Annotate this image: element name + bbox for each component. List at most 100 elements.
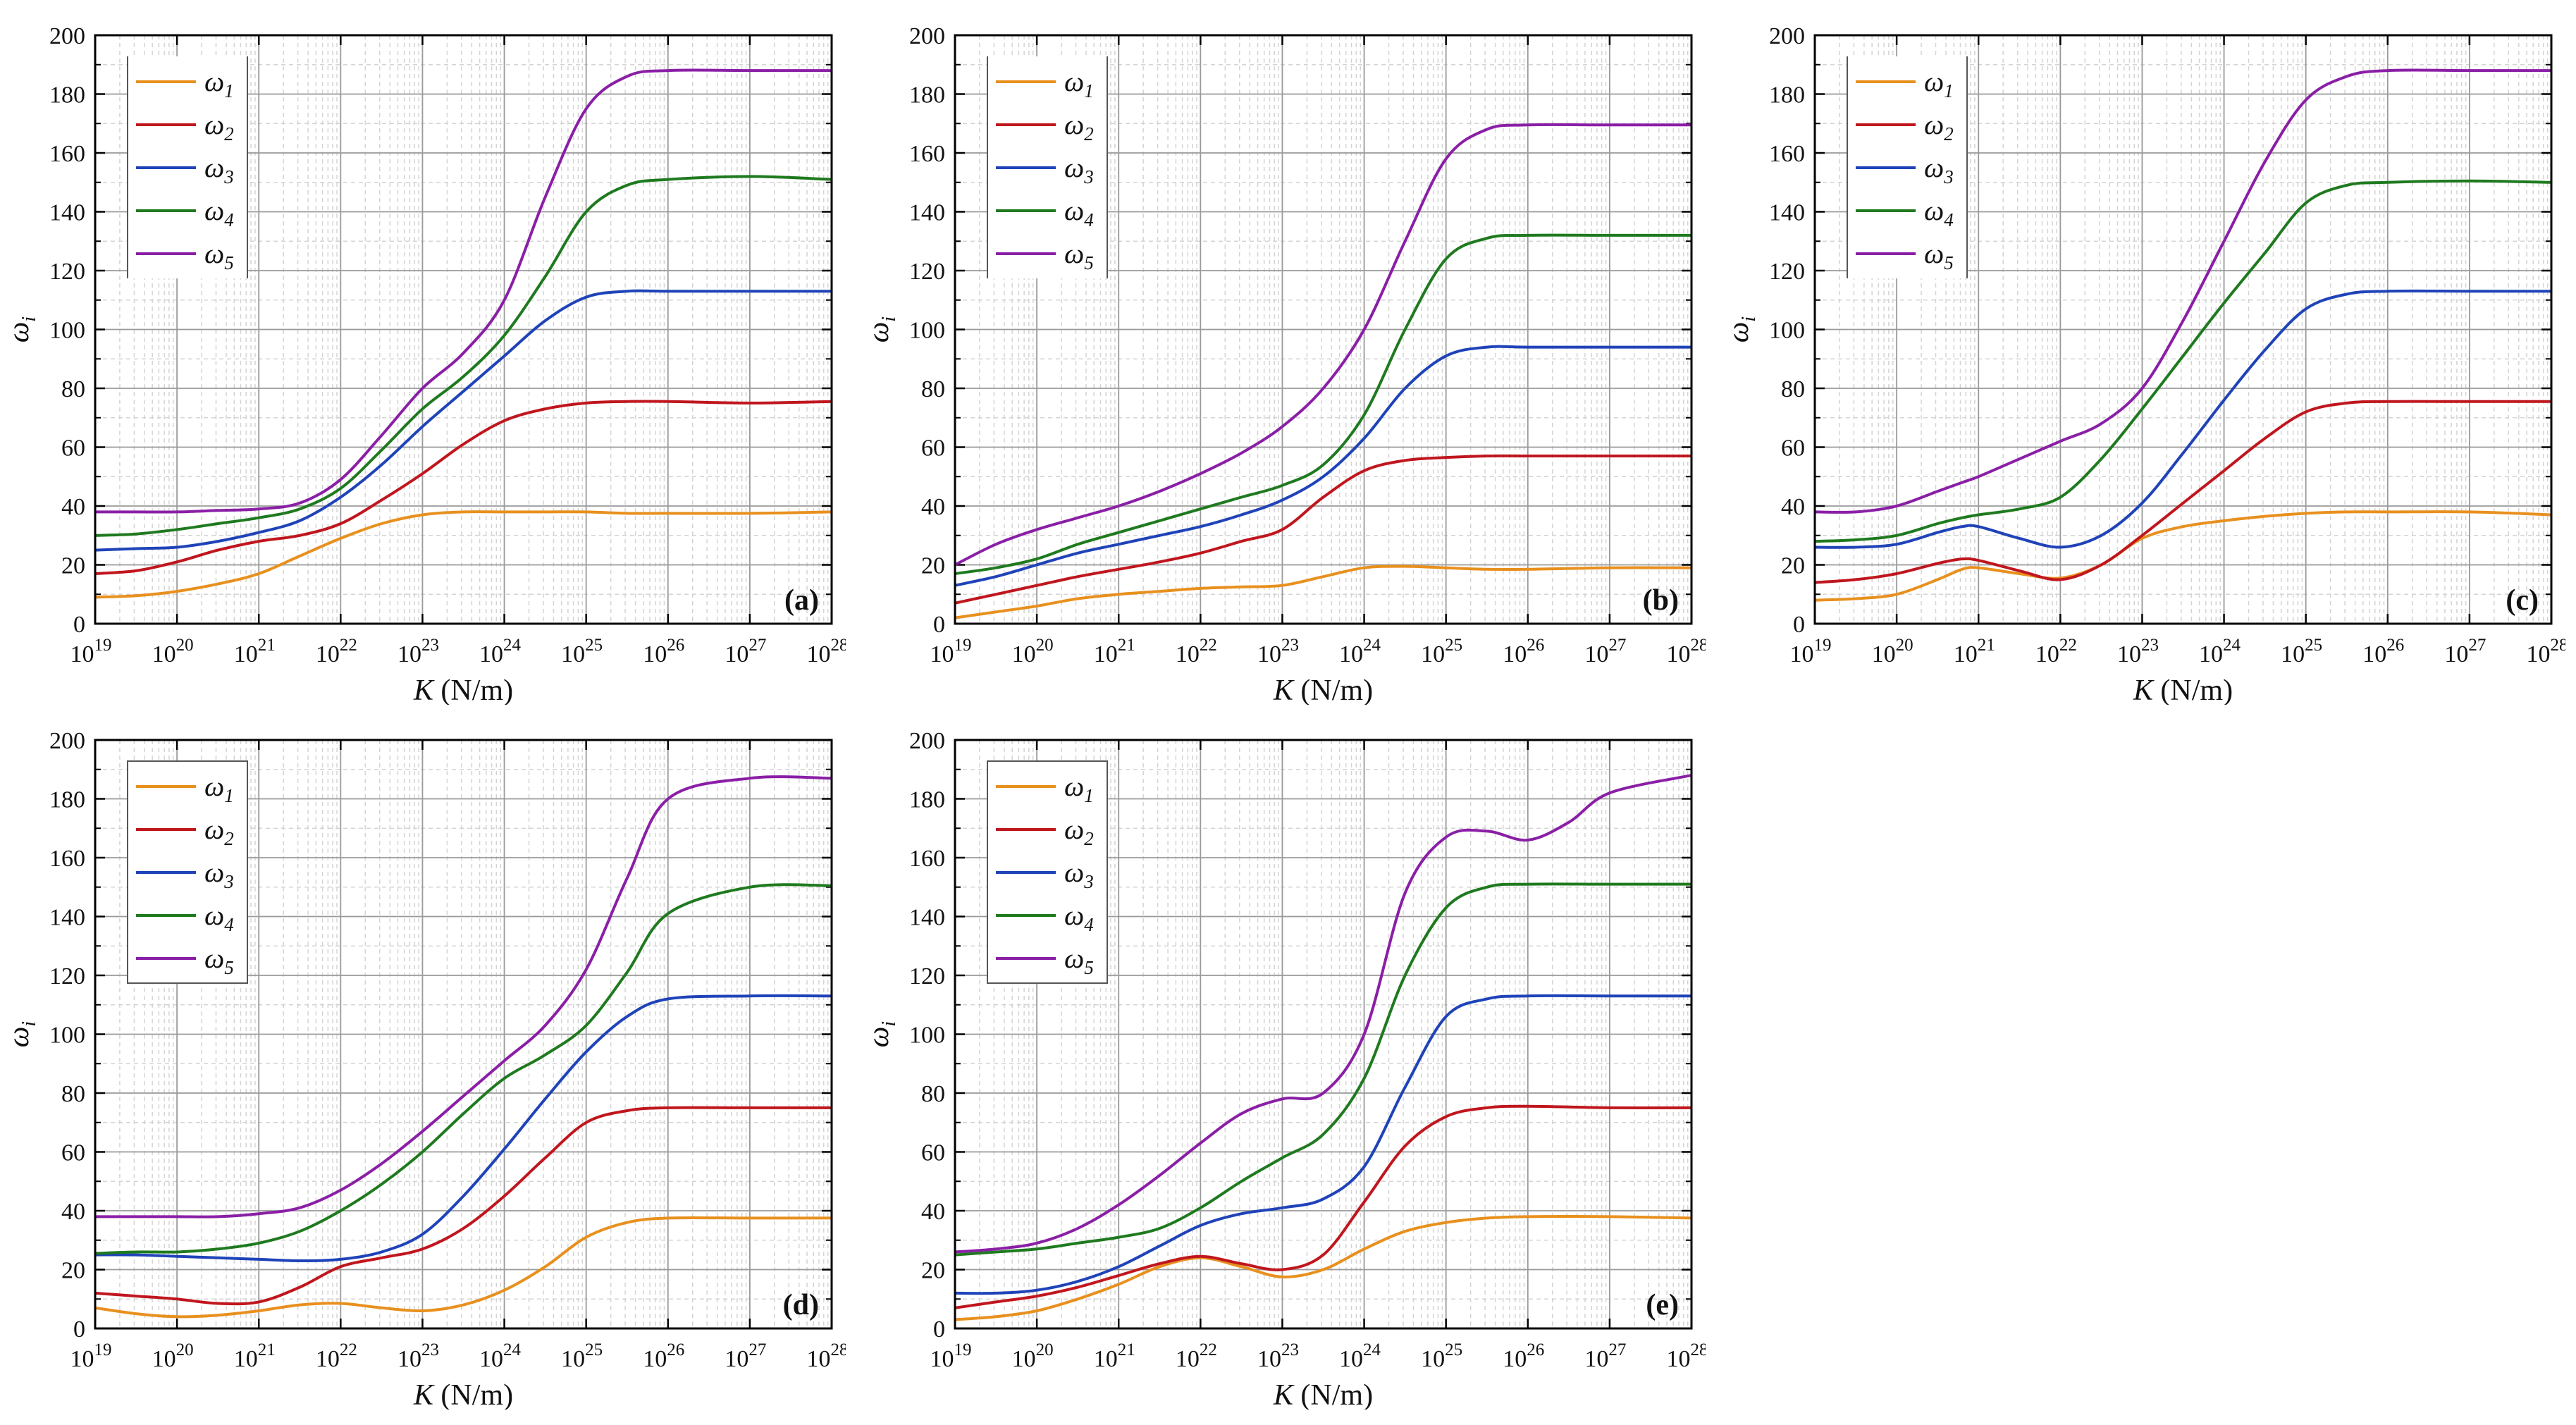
y-tick-label: 0 xyxy=(1793,612,1805,638)
y-axis-title: ωi xyxy=(863,316,900,343)
series-line-omega4 xyxy=(954,882,1691,1257)
y-tick-label: 200 xyxy=(909,23,945,49)
y-tick-label: 80 xyxy=(921,1081,945,1107)
y-tick-label: 200 xyxy=(49,728,85,754)
x-tick-label: 1022 xyxy=(1176,636,1217,667)
series-line-omega3 xyxy=(94,994,832,1262)
legend-label-omega2: ω2 xyxy=(1924,109,1954,144)
series-line-omega1 xyxy=(94,1216,832,1319)
y-tick-label: 20 xyxy=(921,553,945,579)
y-tick-label: 200 xyxy=(49,23,85,49)
legend-label-omega5: ω5 xyxy=(204,942,234,978)
series-group xyxy=(954,123,1692,619)
legend-label-omega4: ω4 xyxy=(204,195,234,230)
x-tick-label: 1022 xyxy=(316,1340,357,1372)
y-tick-label: 60 xyxy=(61,436,85,462)
legend: ω1 ω2 ω3 ω4 ω5 xyxy=(127,760,248,984)
x-axis-title: K (N/m) xyxy=(2133,674,2233,705)
y-tick-label: 140 xyxy=(909,905,945,931)
x-tick-label: 1025 xyxy=(561,636,603,667)
x-tick-label: 1023 xyxy=(398,636,439,667)
y-tick-label: 180 xyxy=(1769,82,1805,109)
x-tick-label: 1026 xyxy=(2362,636,2404,667)
x-tick-label: 1028 xyxy=(1667,1340,1706,1372)
chart-panel-b: 1019 1020 1021 1022 1023 1024 1025 1026 1027 1028… xyxy=(860,0,1706,705)
x-axis-title: K (N/m) xyxy=(413,674,513,705)
y-tick-label: 40 xyxy=(61,1199,85,1225)
legend: ω1 ω2 ω3 ω4 ω5 xyxy=(987,760,1108,984)
x-tick-label: 1027 xyxy=(2444,636,2486,667)
y-tick-label: 180 xyxy=(909,82,945,109)
x-tick-label: 1024 xyxy=(479,1340,522,1372)
chart-svg: 1019 1020 1021 1022 1023 1024 1025 1026 1027 1028… xyxy=(3,23,846,705)
x-tick-label: 1028 xyxy=(2527,636,2566,667)
legend-label-omega5: ω5 xyxy=(1064,942,1094,978)
series-group xyxy=(1814,68,2552,602)
legend-label-omega1: ω1 xyxy=(1064,770,1094,806)
panel-label: (a) xyxy=(784,584,819,617)
x-tick-label: 1025 xyxy=(2281,636,2322,667)
x-tick-label: 1027 xyxy=(725,1340,766,1372)
legend-label-omega4: ω4 xyxy=(1924,195,1954,230)
y-tick-label: 80 xyxy=(1781,376,1805,402)
legend-label-omega1: ω1 xyxy=(204,66,234,101)
series-line-omega4 xyxy=(94,883,832,1255)
legend-label-omega4: ω4 xyxy=(204,899,234,935)
legend: ω1 ω2 ω3 ω4 ω5 xyxy=(987,56,1108,278)
x-tick-label: 1027 xyxy=(1584,636,1626,667)
legend-label-omega3: ω3 xyxy=(1064,856,1094,892)
legend: ω1 ω2 ω3 ω4 ω5 xyxy=(127,56,248,278)
x-tick-label: 1026 xyxy=(1503,1340,1544,1372)
y-tick-label: 20 xyxy=(921,1258,945,1284)
legend-label-omega5: ω5 xyxy=(1924,238,1954,273)
y-tick-label: 0 xyxy=(73,612,85,638)
y-tick-label: 100 xyxy=(1769,318,1805,344)
y-tick-label: 200 xyxy=(1769,23,1805,49)
legend-label-omega2: ω2 xyxy=(1064,109,1094,144)
series-line-omega1 xyxy=(1814,510,2552,602)
legend-label-omega3: ω3 xyxy=(204,152,234,187)
plot-frame xyxy=(94,739,833,1330)
y-tick-label: 100 xyxy=(49,1023,85,1049)
y-tick-label: 20 xyxy=(1781,553,1805,579)
x-tick-label: 1028 xyxy=(807,1340,846,1372)
series-line-omega2 xyxy=(1814,400,2551,584)
y-tick-label: 0 xyxy=(933,612,945,638)
legend-label-omega3: ω3 xyxy=(1064,152,1094,187)
series-line-omega3 xyxy=(94,289,832,552)
series-line-omega4 xyxy=(954,233,1691,575)
series-line-omega5 xyxy=(1814,68,2551,514)
y-tick-label: 200 xyxy=(909,728,945,754)
y-tick-label: 120 xyxy=(49,259,85,285)
series-line-omega1 xyxy=(954,565,1692,619)
legend-label-omega3: ω3 xyxy=(204,856,234,892)
series-line-omega4 xyxy=(1814,179,2552,543)
y-tick-label: 60 xyxy=(921,1140,945,1166)
x-tick-label: 1019 xyxy=(930,636,972,667)
x-tick-label: 1028 xyxy=(1667,636,1706,667)
x-tick-label: 1020 xyxy=(152,1340,194,1372)
x-tick-label: 1023 xyxy=(2117,636,2159,667)
y-tick-label: 120 xyxy=(909,963,945,989)
x-tick-label: 1023 xyxy=(1257,1340,1299,1372)
series-group xyxy=(94,775,832,1319)
y-tick-label: 160 xyxy=(49,141,85,167)
x-tick-label: 1019 xyxy=(1790,636,1832,667)
x-tick-label: 1025 xyxy=(1421,636,1462,667)
x-tick-label: 1021 xyxy=(234,636,276,667)
x-tick-label: 1019 xyxy=(70,1340,112,1372)
y-tick-label: 0 xyxy=(933,1316,945,1343)
legend-label-omega2: ω2 xyxy=(1064,813,1094,849)
x-axis-title: K (N/m) xyxy=(413,1379,513,1409)
chart-svg: 1019 1020 1021 1022 1023 1024 1025 1026 1027 1028… xyxy=(1723,23,2566,705)
chart-svg: 1019 1020 1021 1022 1023 1024 1025 1026 1027 1028… xyxy=(863,23,1706,705)
plot-frame xyxy=(954,739,1693,1330)
series-line-omega5 xyxy=(954,774,1692,1254)
legend-label-omega4: ω4 xyxy=(1064,899,1094,935)
y-tick-label: 60 xyxy=(921,436,945,462)
chart-svg: 1019 1020 1021 1022 1023 1024 1025 1026 1027 1028… xyxy=(3,728,846,1409)
y-tick-label: 140 xyxy=(49,905,85,931)
plot-frame xyxy=(954,34,1693,625)
chart-panel-d: 1019 1020 1021 1022 1023 1024 1025 1026 1027 1028… xyxy=(0,705,846,1409)
series-line-omega3 xyxy=(1814,289,2551,549)
